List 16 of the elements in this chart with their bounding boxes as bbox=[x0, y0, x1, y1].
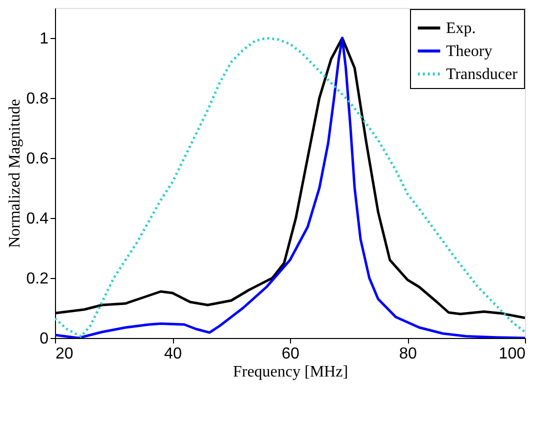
x-tick-label: 80 bbox=[399, 346, 417, 362]
legend-label: Transducer bbox=[446, 66, 518, 83]
x-tick-label: 40 bbox=[164, 346, 182, 362]
y-tick-label: 0.2 bbox=[26, 270, 49, 288]
y-tick-label: 0.6 bbox=[26, 150, 49, 168]
x-tick-label: 60 bbox=[282, 346, 300, 362]
y-tick-label: 0 bbox=[40, 330, 49, 348]
legend-label: Theory bbox=[446, 43, 492, 60]
y-tick-label: 0.8 bbox=[26, 90, 49, 108]
x-tick-label: 100 bbox=[498, 346, 526, 362]
y-tick-label: 0.4 bbox=[26, 210, 49, 228]
y-axis-title: Normalized Magnitude bbox=[6, 99, 24, 248]
y-tick-label: 1 bbox=[40, 30, 49, 48]
x-axis-title: Frequency [MHz] bbox=[232, 364, 348, 380]
x-tick-label: 20 bbox=[56, 346, 74, 362]
legend-label: Exp. bbox=[446, 20, 476, 37]
